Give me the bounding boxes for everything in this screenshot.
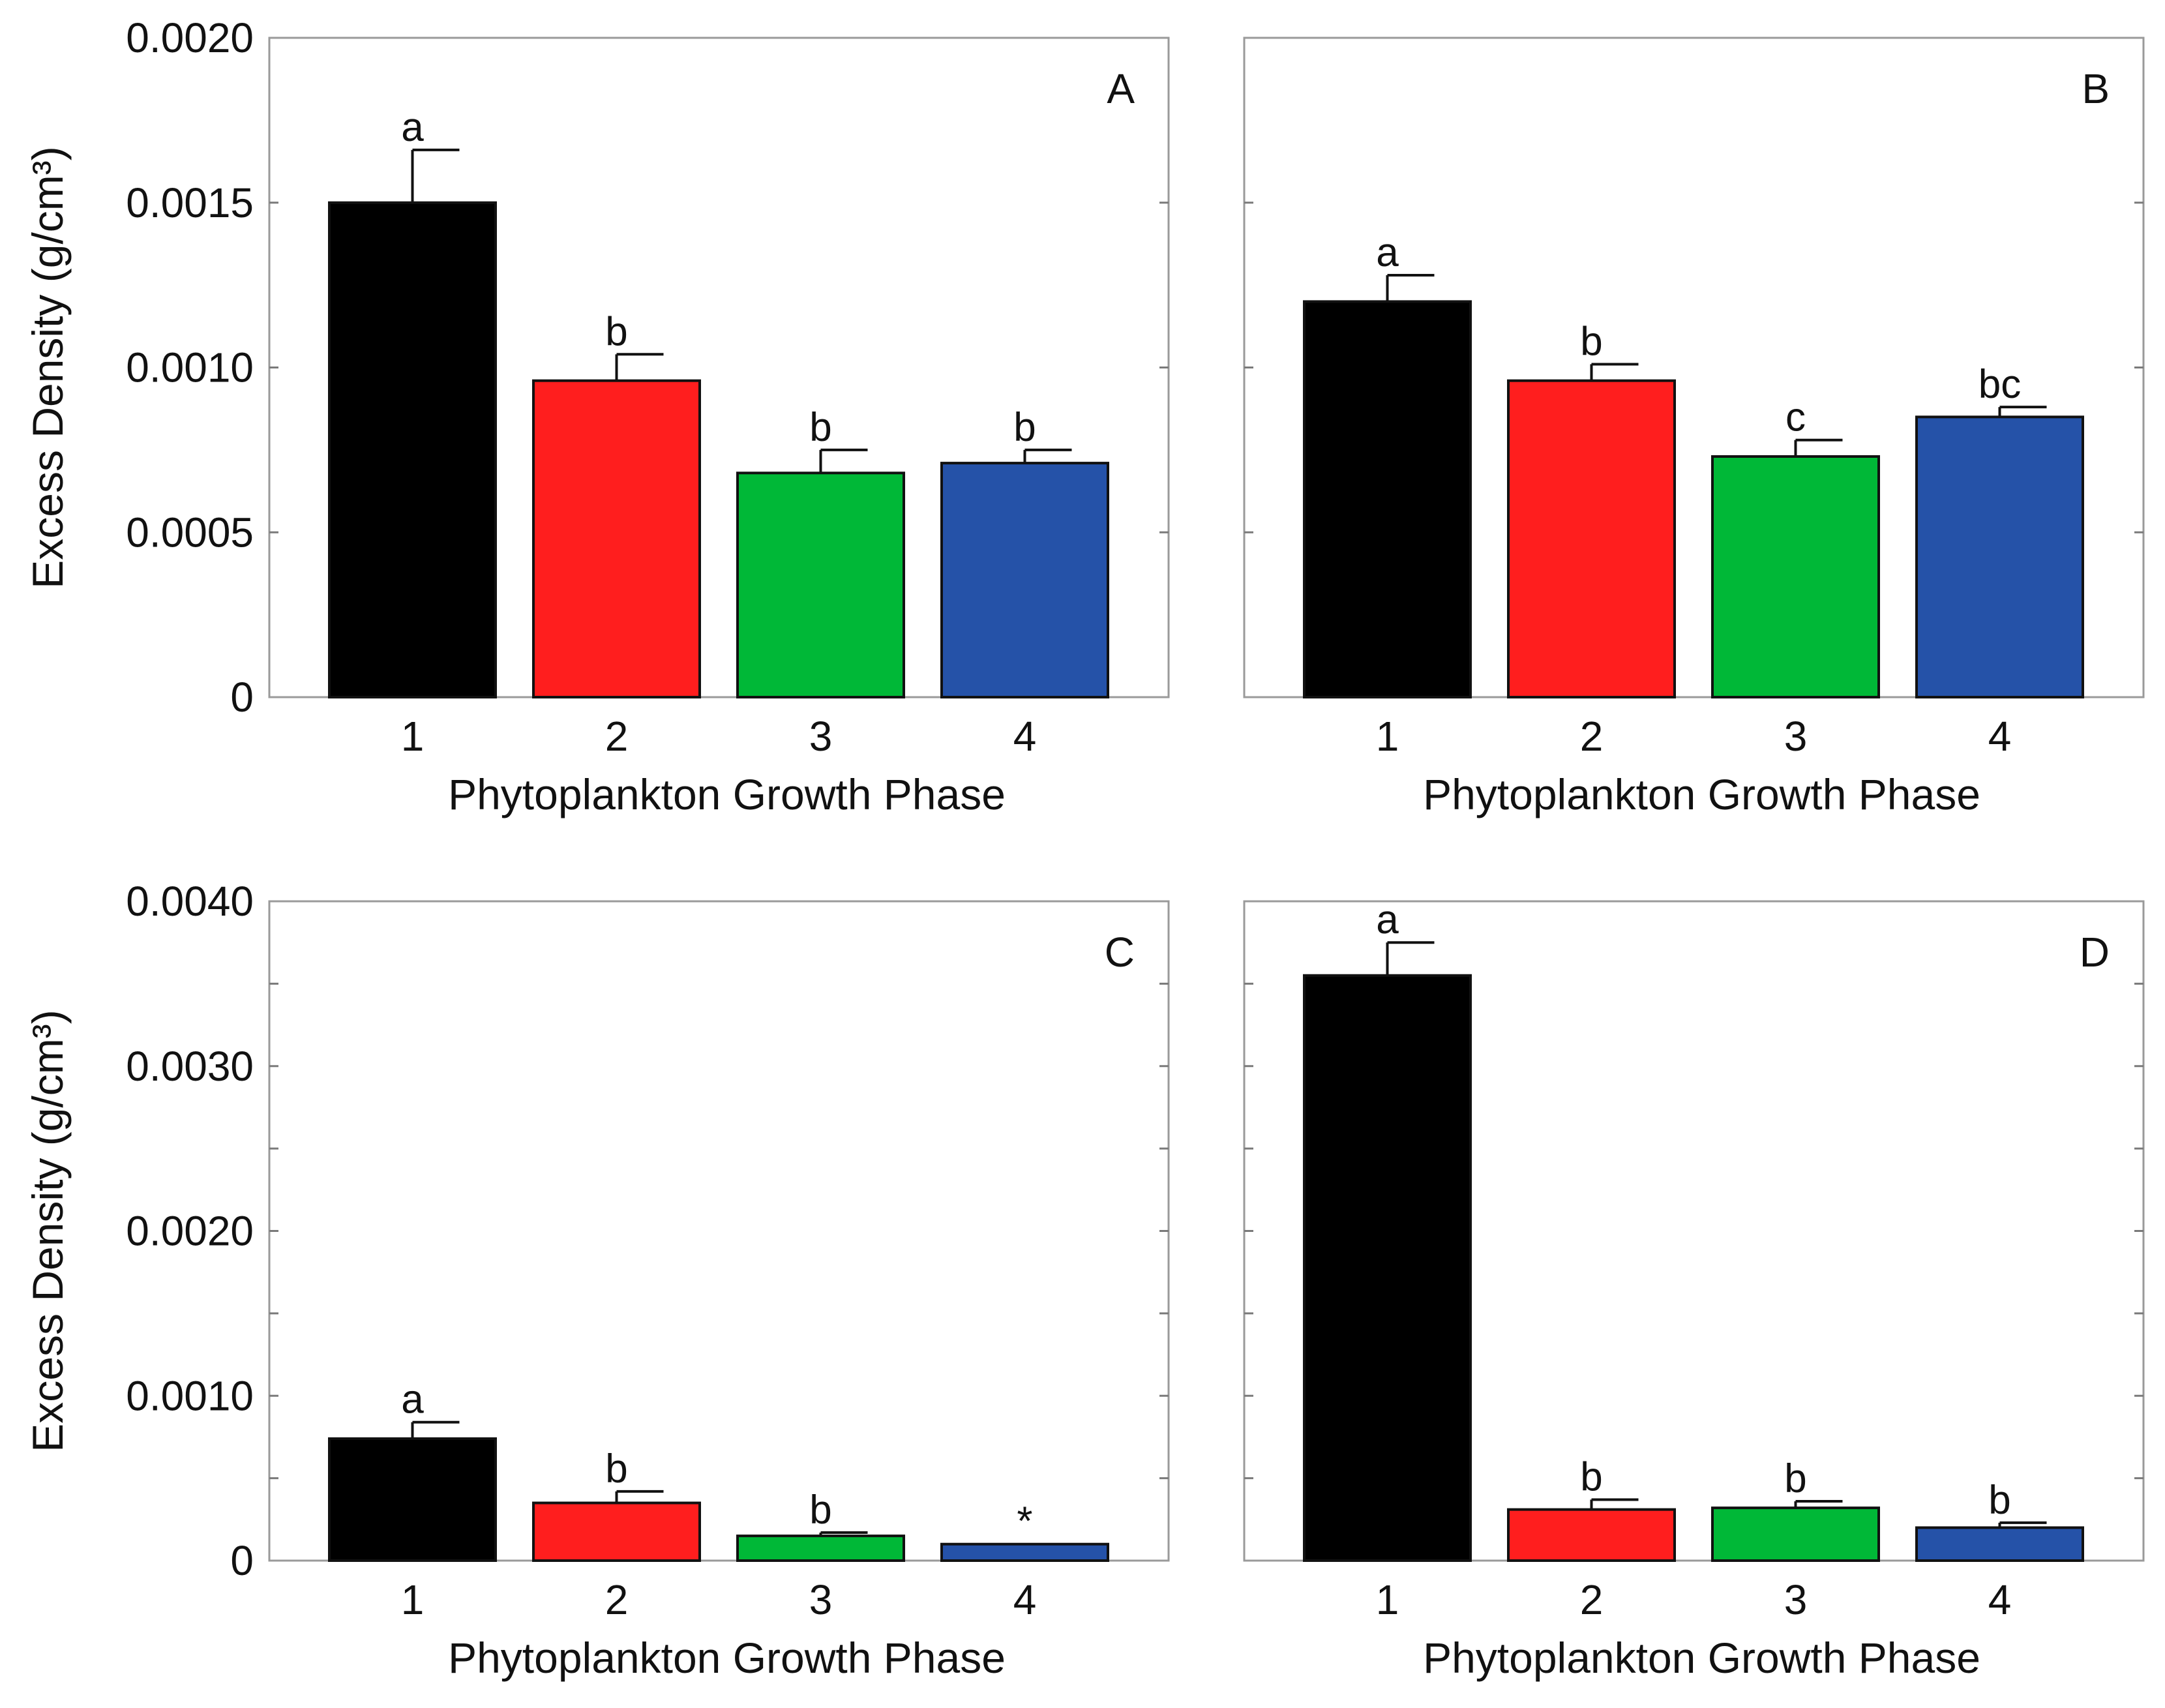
x-axis-label: Phytoplankton Growth Phase xyxy=(448,1634,1006,1682)
bar-2 xyxy=(532,1501,701,1563)
significance-label: b xyxy=(605,1446,627,1491)
x-tick-label: 2 xyxy=(605,1576,629,1623)
x-tick-label: 1 xyxy=(401,713,425,760)
bar-3 xyxy=(1711,455,1880,698)
panel-letter: A xyxy=(1107,65,1135,112)
significance-label: b xyxy=(1580,1454,1602,1499)
panel-letter: C xyxy=(1105,929,1135,976)
significance-label: * xyxy=(1017,1499,1032,1544)
bar-4 xyxy=(1915,1526,2084,1562)
panel-c: 0 0.0010 0.0020 0.0030 0.0040 a 1 b 2 b 3 * 4Phytopl… xyxy=(23,878,1170,1682)
significance-label: c xyxy=(1785,395,1806,440)
x-tick-label: 1 xyxy=(1376,713,1399,760)
bar-3 xyxy=(1711,1506,1880,1563)
x-tick-label: 4 xyxy=(1013,1576,1037,1623)
bar-3 xyxy=(736,1535,905,1562)
y-tick-label: 0.0040 xyxy=(126,878,254,925)
y-tick-label: 0.0010 xyxy=(126,1372,254,1419)
significance-label: b xyxy=(1013,405,1036,450)
significance-label: a xyxy=(401,105,424,150)
bar-3 xyxy=(736,472,905,698)
bar-4 xyxy=(940,1542,1109,1563)
x-tick-label: 3 xyxy=(1784,713,1808,760)
x-tick-label: 1 xyxy=(1376,1576,1399,1623)
y-tick-label: 0.0015 xyxy=(126,179,254,226)
x-tick-label: 2 xyxy=(605,713,629,760)
y-tick-label: 0.0010 xyxy=(126,344,254,391)
bar-2 xyxy=(1507,379,1676,698)
bar-1 xyxy=(328,201,497,698)
y-tick-label: 0.0005 xyxy=(126,509,254,556)
significance-label: b xyxy=(809,1488,831,1533)
y-axis-label: Excess Density (g/cm³) xyxy=(23,1010,72,1452)
x-tick-label: 1 xyxy=(401,1576,425,1623)
bar-4 xyxy=(1915,415,2084,698)
panel-letter: D xyxy=(2080,929,2110,976)
bar-1 xyxy=(1303,974,1472,1563)
x-tick-label: 2 xyxy=(1580,1576,1604,1623)
panel-letter: B xyxy=(2082,65,2110,112)
significance-label: b xyxy=(605,309,627,354)
significance-label: b xyxy=(1580,319,1602,364)
x-tick-label: 3 xyxy=(809,1576,833,1623)
x-tick-label: 4 xyxy=(1988,713,2012,760)
x-axis-label: Phytoplankton Growth Phase xyxy=(1423,1634,1980,1682)
significance-label: b xyxy=(809,405,831,450)
x-tick-label: 3 xyxy=(1784,1576,1808,1623)
y-tick-label: 0.0030 xyxy=(126,1043,254,1090)
significance-label: bc xyxy=(1978,362,2021,407)
x-axis-label: Phytoplankton Growth Phase xyxy=(1423,770,1980,818)
y-tick-label: 0 xyxy=(230,674,254,721)
y-tick-label: 0.0020 xyxy=(126,1208,254,1255)
significance-label: a xyxy=(401,1377,424,1422)
panel-a: 0 0.0005 0.0010 0.0015 0.0020 a 1 b 2 b 3 b 4Phytopl… xyxy=(23,14,1170,818)
y-tick-label: 0 xyxy=(230,1537,254,1584)
x-tick-label: 3 xyxy=(809,713,833,760)
y-tick-label: 0.0020 xyxy=(126,14,254,61)
significance-label: b xyxy=(1988,1478,2010,1523)
bar-1 xyxy=(1303,300,1472,698)
significance-label: a xyxy=(1376,897,1399,942)
y-axis-label: Excess Density (g/cm³) xyxy=(23,146,72,588)
bar-1 xyxy=(328,1437,497,1563)
x-tick-label: 2 xyxy=(1580,713,1604,760)
x-tick-label: 4 xyxy=(1988,1576,2012,1623)
bar-4 xyxy=(940,462,1109,698)
bar-2 xyxy=(532,379,701,698)
x-axis-label: Phytoplankton Growth Phase xyxy=(448,770,1006,818)
significance-label: b xyxy=(1784,1456,1806,1501)
bar-2 xyxy=(1507,1508,1676,1562)
x-tick-label: 4 xyxy=(1013,713,1037,760)
significance-label: a xyxy=(1376,230,1399,275)
